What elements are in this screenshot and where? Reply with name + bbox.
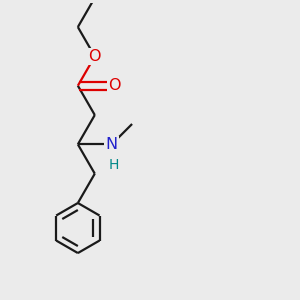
Text: O: O (108, 78, 121, 93)
Text: O: O (88, 49, 101, 64)
Text: H: H (109, 158, 119, 172)
Text: N: N (106, 137, 118, 152)
